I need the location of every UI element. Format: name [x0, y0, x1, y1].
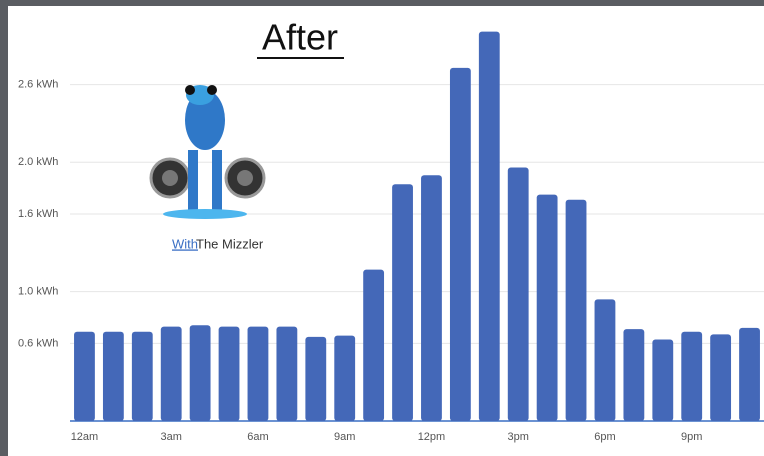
bar [363, 270, 384, 421]
x-tick-label: 12am [71, 431, 99, 443]
bar [681, 332, 702, 421]
y-tick-label: 0.6 kWh [18, 337, 58, 349]
frog-feet [163, 209, 247, 219]
x-tick-label: 3am [161, 431, 182, 443]
bar [623, 329, 644, 421]
chart: After 0.6 kWh 1.0 kWh 1.6 kWh 2.0 kWh 2.6 kW… [0, 0, 764, 456]
bar [739, 328, 760, 421]
bar [710, 334, 731, 421]
frog-eye [185, 85, 195, 95]
bar [219, 327, 240, 421]
x-tick-label: 3pm [508, 431, 529, 443]
x-tick-label: 6pm [594, 431, 615, 443]
bar [103, 332, 124, 421]
bar [190, 325, 211, 421]
frog-eye [207, 85, 217, 95]
bar [537, 195, 558, 421]
bar [392, 184, 413, 421]
page: After 0.6 kWh 1.0 kWh 1.6 kWh 2.0 kWh 2.6 kW… [0, 0, 764, 456]
bar [305, 337, 326, 421]
bar [595, 299, 616, 421]
speaker-cone [162, 170, 178, 186]
bar [132, 332, 153, 421]
bar [161, 327, 182, 421]
bar [450, 68, 471, 421]
chart-title: After [262, 17, 338, 58]
bar [566, 200, 587, 421]
speaker-cone [237, 170, 253, 186]
logo-text: With [172, 236, 198, 251]
x-tick-label: 9pm [681, 431, 702, 443]
bar [248, 327, 269, 421]
frog-leg [188, 150, 198, 210]
bar [276, 327, 297, 421]
x-tick-label: 9am [334, 431, 355, 443]
y-tick-label: 1.0 kWh [18, 286, 58, 298]
x-tick-label: 12pm [418, 431, 446, 443]
y-tick-label: 1.6 kWh [18, 208, 58, 220]
bar [421, 175, 442, 421]
bar [74, 332, 95, 421]
x-tick-label: 6am [247, 431, 268, 443]
y-tick-label: 2.6 kWh [18, 79, 58, 91]
frog-leg [212, 150, 222, 210]
logo-text: The Mizzler [196, 236, 264, 251]
y-tick-label: 2.0 kWh [18, 156, 58, 168]
bar [479, 32, 500, 421]
bar [508, 167, 529, 421]
bar [652, 340, 673, 421]
bar [334, 336, 355, 421]
